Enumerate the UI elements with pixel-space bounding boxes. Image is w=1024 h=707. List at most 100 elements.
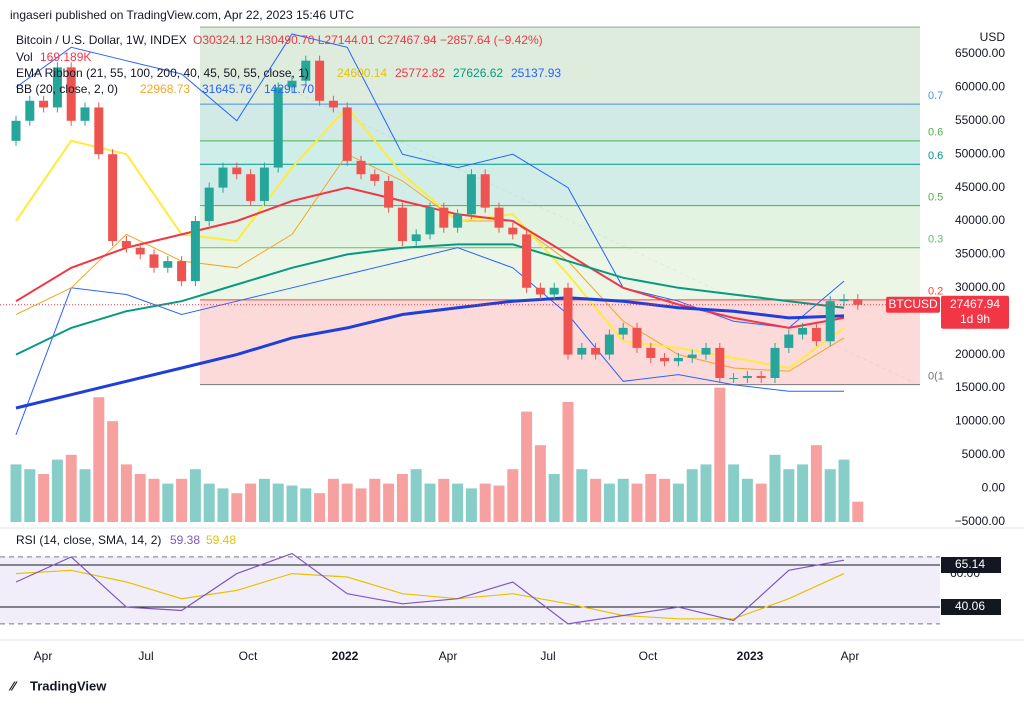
candle-body xyxy=(687,354,697,358)
rsi-label: RSI (14, close, SMA, 14, 2) xyxy=(16,533,161,547)
bb-label: BB (20, close, 2, 0) xyxy=(16,82,118,96)
candle-body xyxy=(535,287,545,295)
volume-bar xyxy=(65,454,77,522)
candle-body xyxy=(604,334,614,355)
candle-body xyxy=(742,375,752,378)
y-tick-label: 40000.00 xyxy=(955,213,1005,227)
candle-body xyxy=(825,301,835,342)
rsi-tag xyxy=(941,557,1001,573)
volume-bar xyxy=(38,474,50,522)
rsi-line xyxy=(15,552,845,625)
volume-bar xyxy=(120,464,132,522)
candle-body xyxy=(177,261,187,282)
volume-bar xyxy=(824,469,836,522)
candle-body xyxy=(549,287,559,295)
logo: ⁄⁄ xyxy=(8,678,18,693)
footer: TradingView xyxy=(30,678,107,693)
volume-bar xyxy=(258,478,270,522)
x-tick-label: Oct xyxy=(639,649,658,663)
volume-bar xyxy=(672,483,684,522)
candle-body xyxy=(246,174,256,201)
ohlc: O30324.12 H30490.70 L27144.01 C27467.94 … xyxy=(193,33,543,47)
x-tick-label: Jul xyxy=(540,649,555,663)
candle-body xyxy=(25,100,35,121)
candle-body xyxy=(618,327,628,335)
candle-body xyxy=(660,357,670,362)
currency: USD xyxy=(980,30,1006,44)
fib-label: 0.3 xyxy=(928,234,943,246)
candle-body xyxy=(384,180,394,208)
candle-body xyxy=(39,100,49,108)
rsi_sma-line xyxy=(15,569,845,620)
volume-bar xyxy=(148,478,160,522)
volume-bar xyxy=(755,483,767,522)
y-tick-label: 60000.00 xyxy=(955,80,1005,94)
ticker: BTCUSD xyxy=(888,297,938,311)
y-tick-label: 20000.00 xyxy=(955,347,1005,361)
candle-body xyxy=(356,160,366,175)
indicator-line xyxy=(15,247,844,435)
volume-bar xyxy=(507,469,519,522)
volume-bar xyxy=(300,488,312,522)
volume-bar xyxy=(314,493,326,522)
volume-bar xyxy=(176,478,188,522)
x-tick-label: Apr xyxy=(439,649,458,663)
ema-value: 25772.82 xyxy=(395,66,445,80)
candle-body xyxy=(190,221,200,282)
y-tick-label: 15000.00 xyxy=(955,380,1005,394)
candle-body xyxy=(328,100,338,108)
volume-bar xyxy=(231,493,243,522)
candle-body xyxy=(149,254,159,268)
rsi-tag-value: 40.06 xyxy=(955,599,985,613)
indicator-line xyxy=(15,153,845,372)
rsi-value: 59.48 xyxy=(206,533,236,547)
x-tick-label: Apr xyxy=(34,649,53,663)
y-tick-label: −5000.00 xyxy=(955,514,1006,528)
candle-body xyxy=(439,207,449,228)
candle-body xyxy=(259,167,269,201)
candle-body xyxy=(163,261,173,268)
candle-body xyxy=(632,327,642,348)
candle-body xyxy=(756,375,766,378)
candle-body xyxy=(66,67,76,121)
volume-bar xyxy=(286,485,298,522)
volume-bar xyxy=(79,469,91,522)
fib-zone xyxy=(200,299,920,385)
x-tick-label: Oct xyxy=(239,649,258,663)
fib-label: 0.6 xyxy=(928,150,943,162)
candle-body xyxy=(52,67,62,108)
candle-body xyxy=(11,120,21,141)
volume-bar xyxy=(410,469,422,522)
candle-body xyxy=(701,347,711,355)
volume-bar xyxy=(217,488,229,522)
candle-body xyxy=(770,347,780,378)
volume-bar xyxy=(189,469,201,522)
candle-body xyxy=(273,87,283,168)
volume-bar xyxy=(493,485,505,522)
candle-body xyxy=(121,241,131,248)
x-tick-label: 2022 xyxy=(332,649,359,663)
candle-body xyxy=(839,299,849,302)
vol-value: 169.189K xyxy=(40,50,91,64)
y-tick-label: 30000.00 xyxy=(955,280,1005,294)
y-tick-label: 0.00 xyxy=(982,480,1006,494)
rsi-tag-value: 65.14 xyxy=(955,557,985,571)
volume-bar xyxy=(452,483,464,522)
volume-bar xyxy=(369,478,381,522)
candle-body xyxy=(135,247,145,255)
candle-body xyxy=(480,174,490,208)
x-tick-label: Apr xyxy=(841,649,860,663)
volume-bar xyxy=(203,483,215,522)
candle-body xyxy=(522,234,532,288)
rsi-band xyxy=(0,556,940,624)
indicator-line xyxy=(15,296,845,410)
volume-bar xyxy=(810,445,822,522)
candle-body xyxy=(715,347,725,378)
bb-value: 14291.70 xyxy=(264,82,314,96)
y-tick-label: 55000.00 xyxy=(955,113,1005,127)
candle-body xyxy=(301,60,311,81)
fib-label: 0.5 xyxy=(928,192,943,204)
fib-zone xyxy=(200,247,920,300)
fib-zone xyxy=(200,104,920,141)
